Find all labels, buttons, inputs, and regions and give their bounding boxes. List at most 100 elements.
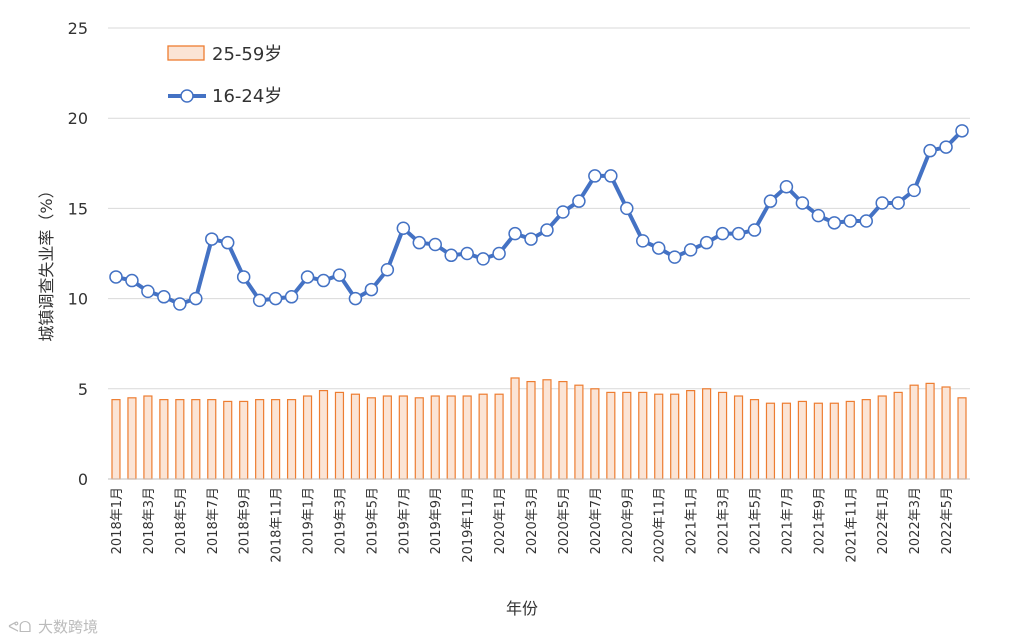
bar-25-59 — [207, 399, 217, 480]
x-tick-label: 2019年5月 — [365, 487, 380, 554]
point-16-24 — [651, 241, 666, 255]
point-16-24 — [747, 223, 762, 237]
bar-25-59 — [893, 391, 903, 480]
point-16-24 — [939, 140, 953, 154]
y-tick-label: 0 — [78, 470, 88, 489]
point-16-24 — [348, 291, 363, 306]
bar-25-59 — [877, 395, 887, 480]
bar-25-59 — [925, 382, 935, 480]
x-tick-label: 2018年7月 — [206, 487, 221, 554]
point-16-24 — [731, 226, 746, 241]
point-16-24 — [252, 293, 267, 308]
bar-25-59 — [654, 393, 664, 480]
y-axis-title: 城镇调查失业率（%） — [37, 182, 56, 341]
point-16-24 — [236, 270, 251, 284]
point-16-24 — [220, 235, 235, 250]
grid-lines — [108, 27, 970, 390]
point-16-24 — [332, 268, 347, 282]
point-16-24 — [364, 282, 379, 297]
bar-25-59 — [446, 395, 456, 480]
x-tick-label: 2022年1月 — [876, 487, 891, 554]
point-16-24 — [540, 223, 554, 237]
bar-25-59 — [175, 399, 185, 480]
bar-25-59 — [957, 397, 967, 480]
point-16-24 — [524, 232, 538, 246]
y-tick-label: 10 — [68, 290, 88, 309]
x-tick-label: 2019年3月 — [333, 487, 348, 554]
point-16-24 — [125, 273, 139, 288]
x-tick-label: 2018年5月 — [174, 487, 189, 554]
bar-25-59 — [143, 395, 153, 480]
point-16-24 — [109, 270, 123, 284]
x-tick-label: 2018年1月 — [110, 487, 125, 554]
bar-25-59 — [127, 397, 137, 480]
bar-25-59 — [606, 391, 616, 480]
bar-25-59 — [239, 400, 249, 480]
bar-25-59 — [845, 400, 855, 480]
bar-25-59 — [271, 399, 281, 480]
x-tick-label: 2021年7月 — [780, 487, 795, 554]
x-tick-label: 2020年9月 — [621, 487, 636, 554]
watermark-text: 大数跨境 — [38, 618, 98, 636]
bar-25-59 — [558, 380, 568, 480]
x-tick-label: 2021年1月 — [685, 487, 700, 554]
point-16-24 — [508, 226, 522, 241]
line-markers-16-24 — [109, 124, 969, 311]
y-tick-label: 25 — [68, 19, 88, 38]
point-16-24 — [284, 290, 299, 304]
point-16-24 — [268, 291, 283, 306]
legend-item-25-59: 25-59岁 — [167, 44, 282, 65]
legend-swatch-25-59 — [167, 45, 205, 61]
point-16-24 — [588, 169, 602, 183]
x-tick-label: 2018年11月 — [270, 487, 285, 563]
x-tick-label: 2022年3月 — [908, 487, 923, 554]
x-axis-title: 年份 — [506, 599, 538, 618]
bar-25-59 — [702, 388, 712, 480]
bar-25-59 — [350, 393, 361, 480]
point-16-24 — [636, 234, 650, 248]
bar-25-59 — [255, 399, 265, 480]
x-tick-label: 2018年9月 — [238, 487, 253, 554]
bar-25-59 — [749, 399, 760, 480]
x-tick-label: 2019年7月 — [397, 487, 412, 554]
watermark-logo-icon: ᕙᗝ — [8, 618, 31, 636]
point-16-24 — [189, 291, 203, 306]
bar-series-25-59 — [111, 377, 967, 480]
point-16-24 — [396, 221, 411, 235]
bar-25-59 — [318, 390, 329, 480]
x-tick-label: 2020年1月 — [493, 487, 508, 554]
point-16-24 — [157, 290, 171, 304]
x-tick-label: 2019年9月 — [429, 487, 444, 554]
point-16-24 — [444, 248, 458, 263]
point-16-24 — [955, 124, 969, 138]
point-16-24 — [300, 270, 315, 284]
legend-marker-16-24 — [180, 89, 194, 103]
x-tick-label: 2021年9月 — [812, 487, 827, 554]
point-16-24 — [604, 169, 618, 183]
bar-25-59 — [191, 399, 201, 480]
point-16-24 — [875, 196, 889, 210]
x-tick-label: 2019年1月 — [302, 487, 317, 554]
x-tick-label: 2021年11月 — [844, 487, 859, 563]
bar-25-59 — [797, 400, 807, 480]
x-tick-label: 2020年3月 — [525, 487, 540, 554]
x-tick-label: 2019年11月 — [461, 487, 476, 563]
bar-25-59 — [574, 384, 584, 480]
x-tick-label: 2018年3月 — [142, 487, 157, 554]
bar-25-59 — [765, 402, 776, 480]
point-16-24 — [412, 235, 427, 250]
x-tick-label: 2020年11月 — [653, 487, 668, 563]
point-16-24 — [859, 214, 873, 228]
point-16-24 — [620, 201, 634, 216]
legend-item-16-24: 16-24岁 — [168, 86, 282, 107]
x-tick-label: 2022年5月 — [940, 487, 955, 554]
bar-25-59 — [382, 395, 392, 480]
point-16-24 — [907, 183, 921, 198]
point-16-24 — [460, 246, 474, 261]
point-16-24 — [891, 196, 905, 210]
bar-25-59 — [430, 395, 440, 480]
legend-label-25-59: 25-59岁 — [212, 44, 282, 65]
bar-25-59 — [286, 399, 297, 480]
point-16-24 — [683, 243, 698, 257]
point-16-24 — [811, 208, 826, 223]
